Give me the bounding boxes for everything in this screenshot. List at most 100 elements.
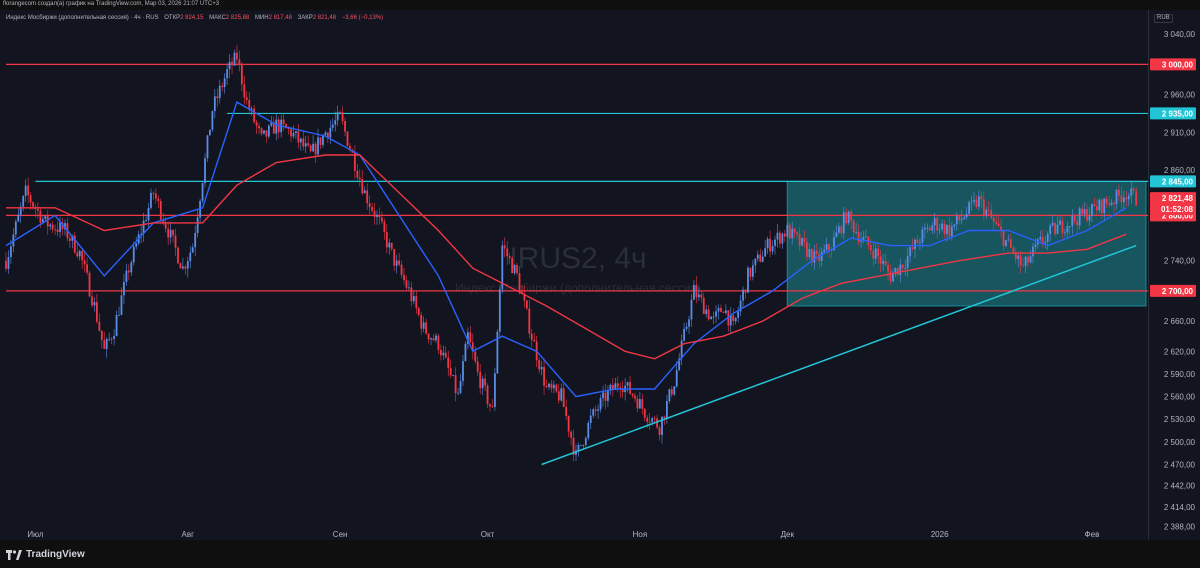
candle-body (263, 130, 265, 134)
candle-body (614, 383, 617, 390)
tradingview-logo-icon (6, 549, 22, 560)
candle-body (17, 214, 20, 222)
candle-body (189, 252, 192, 262)
candle-body (403, 274, 405, 281)
candle-body (543, 366, 545, 386)
candle-body (594, 409, 597, 411)
candle-body (754, 258, 757, 266)
candle-body (813, 250, 816, 263)
candle-body (697, 294, 700, 298)
candle-body (695, 285, 698, 298)
candle-body (575, 450, 577, 455)
candle-body (272, 122, 275, 134)
level-price-tag-label: 2 800,00 (1162, 211, 1194, 220)
candle-body (830, 250, 833, 251)
candle-body (609, 384, 612, 391)
candle-body (216, 96, 219, 99)
candle-body (919, 242, 921, 244)
price-axis[interactable] (1148, 10, 1200, 540)
candle-body (265, 130, 268, 137)
candle-body (81, 250, 84, 261)
candle-body (498, 289, 501, 332)
price-tick-label: 2 590,00 (1164, 370, 1196, 379)
candle-body (19, 206, 22, 215)
candle-body (196, 217, 199, 234)
legend-open-label: ОТКР (164, 15, 181, 21)
chart-plot[interactable]: IRUS2, 4ч Индекс Мосбиржи (дополнительная… (0, 0, 1200, 540)
level-price-tag-label: 2 845,00 (1162, 177, 1194, 186)
candle-body (835, 232, 838, 238)
candle-body (508, 256, 511, 259)
candle-body (54, 229, 57, 231)
price-tick-label: 2 500,00 (1164, 438, 1196, 447)
candle-body (297, 131, 300, 143)
candle-body (22, 196, 25, 207)
candle-body (879, 256, 882, 264)
candle-body (828, 244, 830, 251)
candle-body (96, 301, 98, 322)
candle-body (525, 300, 528, 309)
candle-body (324, 132, 327, 136)
candle-body (331, 124, 334, 128)
currency-badge[interactable]: RUB (1154, 14, 1173, 23)
candle-body (619, 387, 622, 390)
candle-body (59, 222, 61, 233)
candle-body (115, 314, 118, 337)
price-tick-label: 2 470,00 (1164, 461, 1196, 470)
candle-body (113, 336, 116, 339)
candle-body (218, 85, 221, 99)
candle-body (326, 132, 329, 138)
candle-body (810, 249, 813, 263)
candle-body (64, 223, 66, 230)
candle-body (1100, 199, 1103, 214)
candle-body (737, 311, 740, 318)
candle-body (646, 417, 649, 422)
candle-body (751, 265, 754, 277)
candle-body (179, 263, 182, 269)
candle-body (550, 383, 553, 389)
candle-body (46, 216, 49, 227)
candle-body (1083, 209, 1086, 215)
candle-body (238, 59, 241, 65)
candle-body (373, 210, 376, 217)
candle-body (1027, 256, 1029, 263)
candle-body (955, 216, 958, 225)
time-axis-label: Июл (27, 530, 44, 539)
candle-body (1118, 189, 1120, 196)
candle-body (140, 233, 143, 235)
level-price-tag (1150, 58, 1196, 71)
candle-body (599, 398, 602, 410)
candle-body (533, 339, 536, 342)
candle-body (604, 392, 607, 401)
candle-body (845, 212, 848, 224)
candle-body (975, 199, 978, 207)
candle-body (806, 242, 808, 258)
candle-body (523, 293, 526, 301)
candle-body (911, 247, 914, 250)
watermark-symbol: IRUS2, 4ч (509, 242, 646, 275)
candle-body (412, 296, 415, 302)
level-price-tag-label: 3 000,00 (1162, 60, 1194, 69)
candle-body (761, 256, 764, 262)
candle-body (68, 238, 71, 241)
candle-body (177, 247, 179, 264)
candle-body (51, 224, 54, 230)
candle-body (211, 111, 214, 130)
tradingview-logo[interactable]: TradingView (6, 549, 85, 560)
candle-body (634, 395, 636, 399)
time-axis-label: Дек (781, 530, 795, 539)
legend-close-value: 2 821,48 (312, 15, 337, 21)
candle-body (580, 444, 582, 446)
candle-body (904, 267, 907, 269)
candle-body (1059, 220, 1061, 225)
candle-body (447, 357, 450, 369)
candle-body (267, 125, 270, 137)
candle-body (186, 261, 189, 269)
candle-body (37, 208, 39, 211)
candle-body (791, 228, 794, 239)
candle-body (837, 226, 840, 233)
candle-body (290, 129, 292, 137)
candle-body (1007, 239, 1010, 241)
candle-body (452, 375, 455, 376)
candle-body (1009, 239, 1012, 248)
